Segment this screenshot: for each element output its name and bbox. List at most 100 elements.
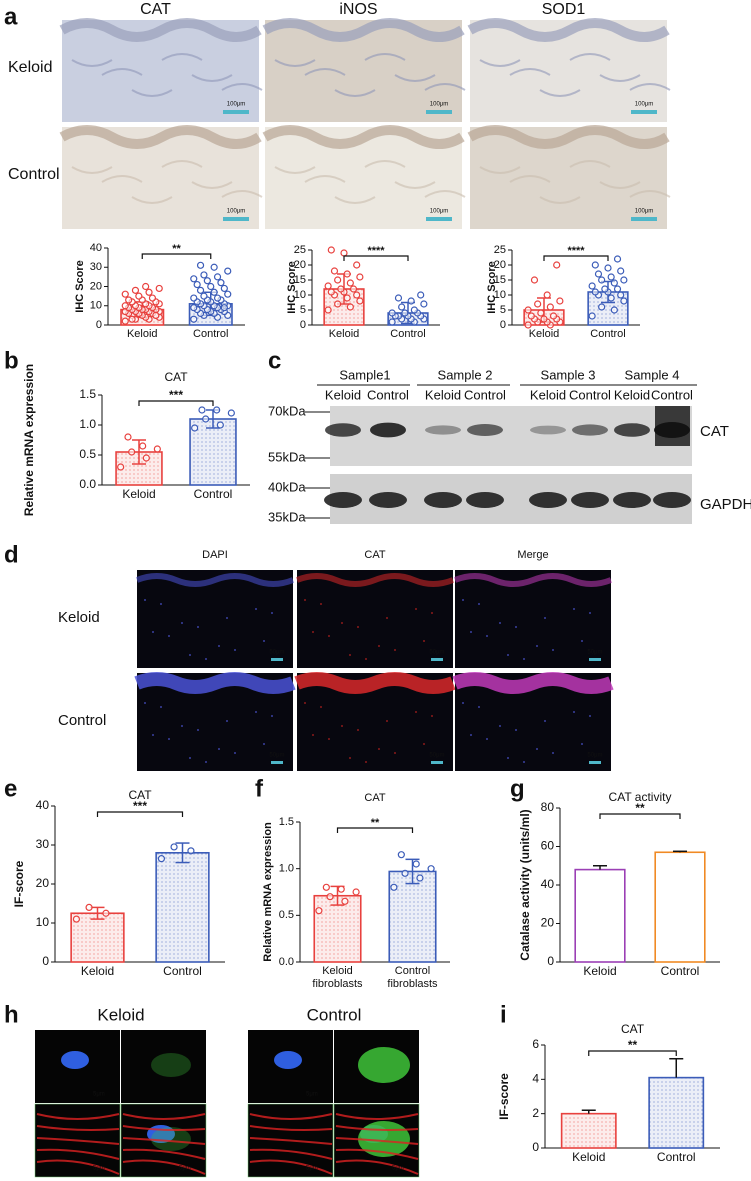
data-point (594, 270, 603, 278)
if-speck (205, 658, 207, 660)
fiber (334, 89, 376, 97)
if-speck (515, 626, 517, 628)
data-point (125, 296, 133, 304)
x-tick-label-box: Keloid (122, 488, 155, 501)
data-point (152, 311, 160, 319)
data-point (620, 297, 628, 305)
panel-letter: d (4, 541, 19, 568)
data-point (598, 303, 606, 311)
y-tick-label: 20 (36, 876, 50, 890)
lane-label: Control (569, 387, 611, 402)
data-point (397, 851, 405, 859)
y-tick-label: 4 (532, 1072, 539, 1086)
fiber (304, 175, 346, 183)
actin (249, 1125, 333, 1131)
data-point (401, 869, 409, 877)
data-point (330, 267, 339, 275)
actin (122, 1125, 206, 1131)
data-point (200, 292, 208, 300)
actin (36, 1137, 120, 1145)
if-speck (271, 715, 273, 717)
if-speck (160, 603, 162, 605)
fiber (539, 196, 581, 204)
fiber (509, 175, 551, 183)
x-tick-label-box: Keloid (583, 965, 616, 978)
data-point (190, 315, 198, 323)
channel-label: Merge (517, 549, 548, 561)
data-point (227, 409, 235, 417)
channel-label: CAT (364, 549, 385, 561)
cat-signal (358, 1047, 410, 1083)
data-point (407, 297, 415, 305)
significance: ** (635, 801, 645, 815)
if-speck (386, 617, 388, 619)
if-speck (357, 729, 359, 731)
data-point (556, 297, 564, 305)
if-speck (470, 631, 472, 633)
y-tick-label: 6 (532, 1037, 539, 1051)
actin (122, 1137, 206, 1145)
data-point (121, 302, 129, 310)
if-speck (507, 757, 509, 759)
if-epidermis (135, 573, 295, 587)
if-speck (152, 734, 154, 736)
data-point (353, 291, 361, 299)
error-bar (405, 858, 420, 885)
x-tick-label: Control (390, 328, 426, 340)
scale-label: 100μm (227, 209, 245, 215)
significance-bracket (343, 255, 409, 261)
if-speck (394, 752, 396, 754)
if-speck (581, 743, 583, 745)
smear (655, 406, 690, 446)
data-point (607, 294, 615, 302)
if-speck (589, 715, 591, 717)
if-speck (160, 706, 162, 708)
data-point (148, 294, 157, 302)
if-speck (552, 752, 554, 754)
bar (313, 894, 362, 963)
marker-label: 70kDa (268, 403, 306, 418)
data-point (341, 897, 349, 905)
if-speck (234, 649, 236, 651)
row-label: Keloid (8, 59, 52, 76)
if-speck (144, 702, 146, 704)
data-point (191, 424, 199, 432)
bar (560, 1112, 617, 1149)
cat-signal (151, 1053, 191, 1077)
y-tick-label: 40 (541, 877, 555, 891)
significance: ** (628, 1038, 638, 1052)
fiber (364, 160, 406, 168)
panel-letter: b (4, 347, 19, 374)
panel-letter: h (4, 1001, 19, 1028)
bar (70, 912, 125, 963)
x-tick-label-box: Keloid (572, 1151, 605, 1164)
if-speck (263, 743, 265, 745)
x-tick-label-box: Keloid (81, 965, 114, 978)
y-tick-label: 1.5 (279, 816, 294, 828)
if-speck (349, 757, 351, 759)
if-epidermis (452, 672, 614, 694)
fiber (479, 59, 521, 67)
actin (122, 1113, 206, 1120)
if-speck (431, 715, 433, 717)
if-speck (365, 658, 367, 660)
x-tick-label: Keloid (126, 328, 158, 340)
fiber (304, 68, 346, 76)
if-speck (197, 729, 199, 731)
if-speck (523, 761, 525, 763)
data-point (546, 303, 554, 311)
fiber (71, 166, 113, 174)
data-point (607, 273, 615, 281)
data-point (543, 291, 551, 299)
y-tick-label: 10 (294, 289, 306, 301)
data-point (117, 463, 125, 471)
data-point (390, 883, 398, 891)
y-tick-label: 1.0 (79, 417, 96, 431)
panel-letter: c (268, 347, 281, 374)
fiber (101, 68, 143, 76)
if-speck (573, 711, 575, 713)
if-speck (349, 654, 351, 656)
data-point (145, 288, 153, 296)
data-point (549, 312, 558, 320)
